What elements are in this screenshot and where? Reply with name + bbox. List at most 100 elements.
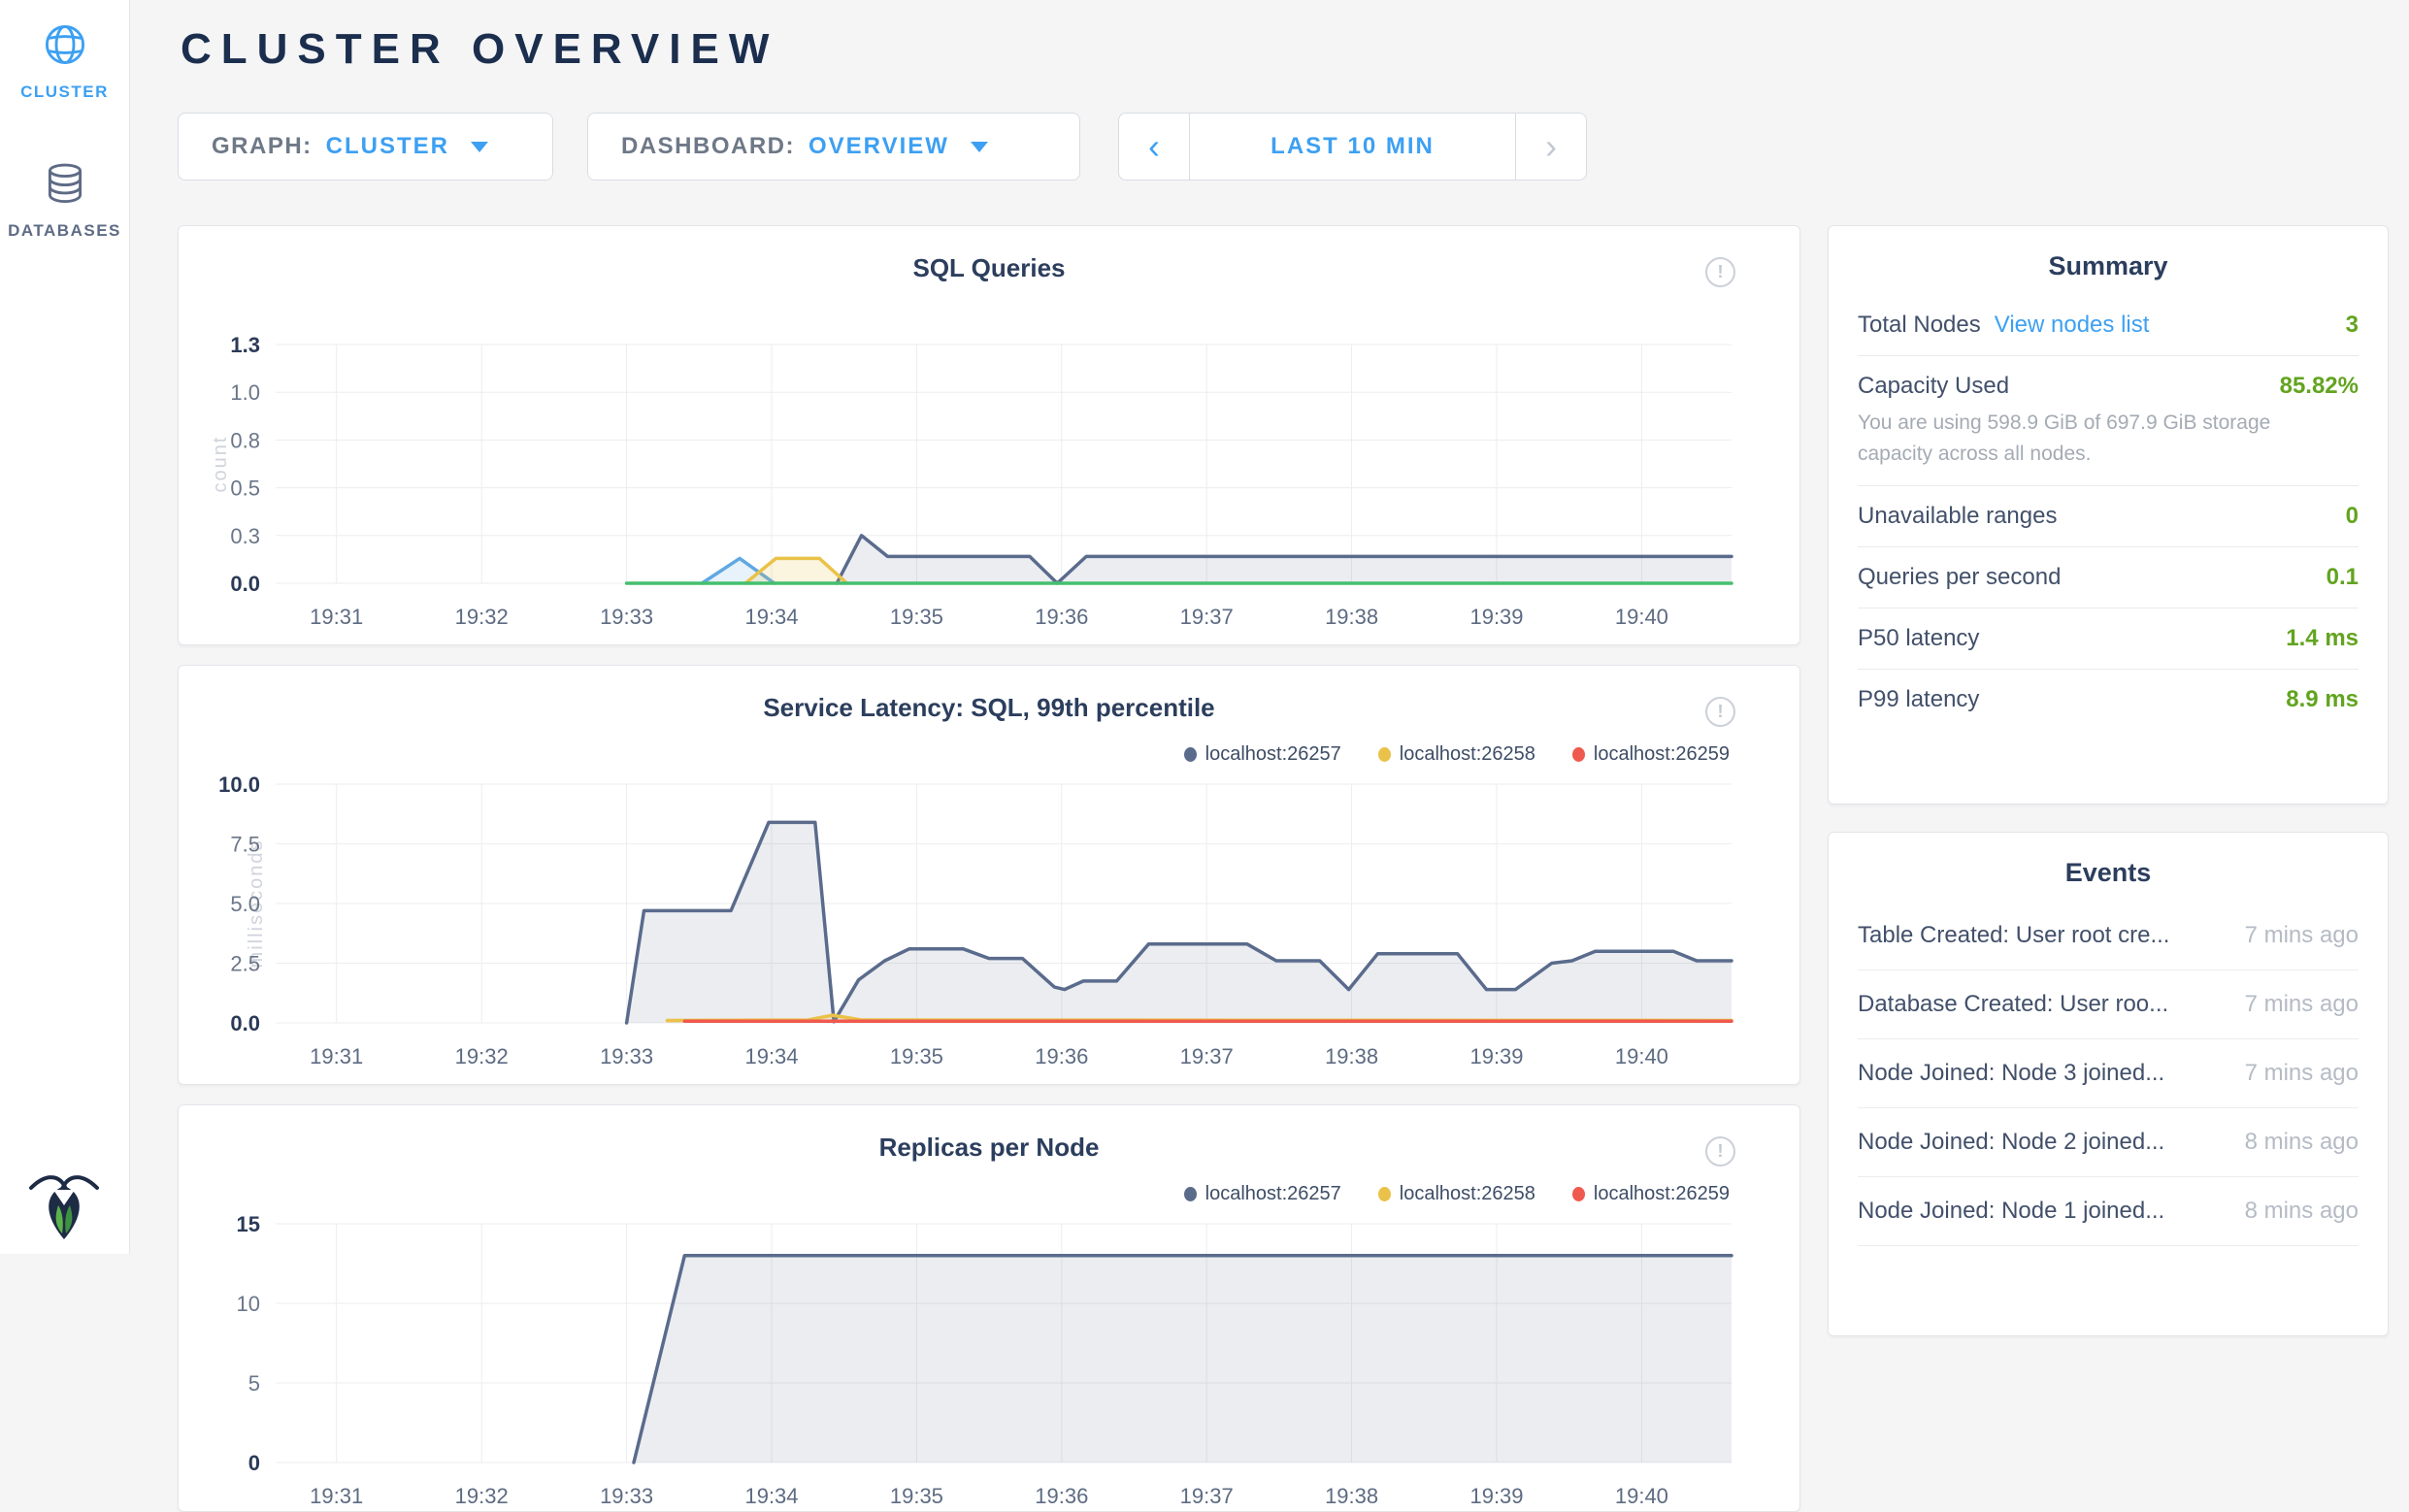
legend-dot-icon	[1571, 747, 1585, 762]
summary-row-label: Capacity Used	[1858, 373, 2010, 399]
svg-text:19:40: 19:40	[1615, 1484, 1668, 1508]
legend-item[interactable]: localhost:26259	[1571, 1183, 1730, 1205]
svg-text:19:31: 19:31	[310, 1484, 363, 1508]
legend-item[interactable]: localhost:26258	[1377, 1183, 1535, 1205]
event-row: Node Joined: Node 3 joined... 7 mins ago	[1858, 1039, 2359, 1108]
legend-item[interactable]: localhost:26259	[1571, 743, 1730, 766]
replicas-per-node-chart-card: Replicas per Node ! localhost:26257 local…	[178, 1104, 1800, 1512]
legend-label: localhost:26259	[1593, 1183, 1730, 1204]
event-row: Database Created: User roo... 7 mins ago	[1858, 970, 2359, 1039]
svg-text:19:38: 19:38	[1325, 1044, 1378, 1068]
svg-text:19:32: 19:32	[455, 605, 509, 629]
dashboard-dropdown-label: DASHBOARD:	[621, 133, 795, 159]
sidebar-item-label: DATABASES	[8, 221, 121, 240]
sql-queries-plot[interactable]: 0.0 0.3 0.5 0.8 1.0 1.3 19:31 19:32 19:33 19:34 19…	[179, 226, 1799, 644]
legend-item[interactable]: localhost:26257	[1183, 743, 1341, 766]
event-row: Node Joined: Node 1 joined... 8 mins ago	[1858, 1177, 2359, 1246]
svg-text:19:34: 19:34	[744, 605, 798, 629]
chart-title: SQL Queries	[912, 253, 1066, 282]
svg-text:2.5: 2.5	[230, 952, 260, 976]
svg-text:0: 0	[248, 1451, 260, 1475]
dashboard-dropdown[interactable]: DASHBOARD: OVERVIEW	[587, 113, 1080, 181]
sidebar: CLUSTER DATABASES	[0, 0, 130, 1254]
info-icon[interactable]: !	[1705, 257, 1735, 287]
cockroach-bug-icon	[25, 1165, 103, 1242]
svg-text:0.0: 0.0	[230, 572, 260, 596]
legend-label: localhost:26258	[1399, 1183, 1535, 1204]
time-window-next-button[interactable]: ›	[1515, 114, 1586, 180]
event-text: Table Created: User root cre...	[1858, 922, 2170, 948]
chart-legend: localhost:26257 localhost:26258 localhost:…	[1183, 1183, 1730, 1205]
svg-text:19:39: 19:39	[1469, 605, 1523, 629]
view-nodes-link[interactable]: View nodes list	[1994, 312, 2150, 338]
info-icon[interactable]: !	[1705, 1136, 1735, 1167]
event-row: Table Created: User root cre... 7 mins a…	[1858, 902, 2359, 970]
chevron-down-icon	[970, 141, 988, 152]
globe-icon	[42, 24, 88, 72]
summary-row-capacity-used: Capacity Used 85.82% You are using 598.9…	[1858, 355, 2359, 485]
summary-row-label: Queries per second	[1858, 564, 2062, 590]
chart-legend: localhost:26257 localhost:26258 localhost:…	[1183, 743, 1730, 766]
events-title: Events	[2064, 858, 2152, 887]
database-icon	[42, 163, 88, 211]
summary-panel: Summary Total Nodes View nodes list 3 Ca…	[1828, 225, 2389, 805]
svg-text:19:35: 19:35	[890, 1044, 943, 1068]
event-row: Node Joined: Node 2 joined... 8 mins ago	[1858, 1108, 2359, 1177]
summary-row-value: 0	[2345, 503, 2359, 529]
event-text: Node Joined: Node 2 joined...	[1858, 1129, 2165, 1155]
sidebar-item-databases[interactable]: DATABASES	[0, 160, 129, 241]
event-text: Node Joined: Node 3 joined...	[1858, 1060, 2165, 1086]
summary-row-unavailable-ranges: Unavailable ranges 0	[1858, 485, 2359, 546]
svg-text:19:40: 19:40	[1615, 605, 1668, 629]
chart-title: Service Latency: SQL, 99th percentile	[763, 693, 1215, 722]
summary-row-value: 8.9 ms	[2286, 686, 2359, 712]
svg-text:19:37: 19:37	[1180, 1484, 1234, 1508]
legend-label: localhost:26258	[1399, 743, 1535, 765]
legend-item[interactable]: localhost:26257	[1183, 1183, 1341, 1205]
service-latency-plot[interactable]: 0.0 2.5 5.0 7.5 10.0 19:31 19:32 19:33 19:34 19:3…	[179, 666, 1799, 1084]
event-time: 7 mins ago	[2244, 1060, 2359, 1086]
svg-text:19:38: 19:38	[1325, 1484, 1378, 1508]
summary-row-value: 1.4 ms	[2286, 625, 2359, 651]
legend-dot-icon	[1571, 1187, 1585, 1201]
replicas-per-node-plot[interactable]: 0 5 10 15 19:31 19:32 19:33 19:34 19:35 19:36 19:3…	[179, 1105, 1799, 1511]
svg-text:19:39: 19:39	[1469, 1484, 1523, 1508]
service-latency-chart-card: Service Latency: SQL, 99th percentile ! …	[178, 665, 1800, 1085]
svg-text:19:39: 19:39	[1469, 1044, 1523, 1068]
graph-dropdown[interactable]: GRAPH: CLUSTER	[178, 113, 553, 181]
svg-text:19:40: 19:40	[1615, 1044, 1668, 1068]
summary-row-label: Unavailable ranges	[1858, 503, 2058, 529]
svg-text:19:33: 19:33	[600, 1044, 653, 1068]
svg-text:1.3: 1.3	[230, 333, 260, 357]
event-text: Database Created: User roo...	[1858, 991, 2169, 1017]
sql-queries-chart-card: SQL Queries ! count 0.0 0.3 0.5 0.8 1.0 1.3 19…	[178, 225, 1800, 645]
chevron-down-icon	[471, 141, 489, 152]
time-window-prev-button[interactable]: ‹	[1119, 114, 1190, 180]
summary-row-p50-latency: P50 latency 1.4 ms	[1858, 608, 2359, 669]
summary-row-total-nodes: Total Nodes View nodes list 3	[1858, 295, 2359, 355]
legend-item[interactable]: localhost:26258	[1377, 743, 1535, 766]
summary-row-p99-latency: P99 latency 8.9 ms	[1858, 669, 2359, 730]
svg-text:0.5: 0.5	[230, 477, 260, 501]
svg-text:19:36: 19:36	[1035, 1484, 1088, 1508]
summary-title: Summary	[2048, 251, 2168, 280]
legend-label: localhost:26257	[1204, 743, 1341, 765]
capacity-used-subtext: You are using 598.9 GiB of 697.9 GiB sto…	[1858, 411, 2271, 465]
svg-text:19:36: 19:36	[1035, 605, 1088, 629]
legend-dot-icon	[1377, 747, 1391, 762]
time-window-label[interactable]: LAST 10 MIN	[1270, 133, 1435, 159]
svg-text:19:38: 19:38	[1325, 605, 1378, 629]
info-icon[interactable]: !	[1705, 697, 1735, 727]
legend-dot-icon	[1377, 1187, 1391, 1201]
svg-text:19:31: 19:31	[310, 1044, 363, 1068]
sidebar-item-cluster[interactable]: CLUSTER	[0, 21, 129, 102]
svg-text:19:37: 19:37	[1180, 1044, 1234, 1068]
svg-text:0.0: 0.0	[230, 1011, 260, 1035]
svg-text:19:31: 19:31	[310, 605, 363, 629]
graph-dropdown-label: GRAPH:	[212, 133, 313, 159]
svg-text:19:32: 19:32	[455, 1484, 509, 1508]
graph-dropdown-value: CLUSTER	[325, 133, 450, 159]
sidebar-item-label: CLUSTER	[20, 82, 109, 101]
svg-text:7.5: 7.5	[230, 833, 260, 857]
svg-text:15: 15	[237, 1212, 260, 1236]
